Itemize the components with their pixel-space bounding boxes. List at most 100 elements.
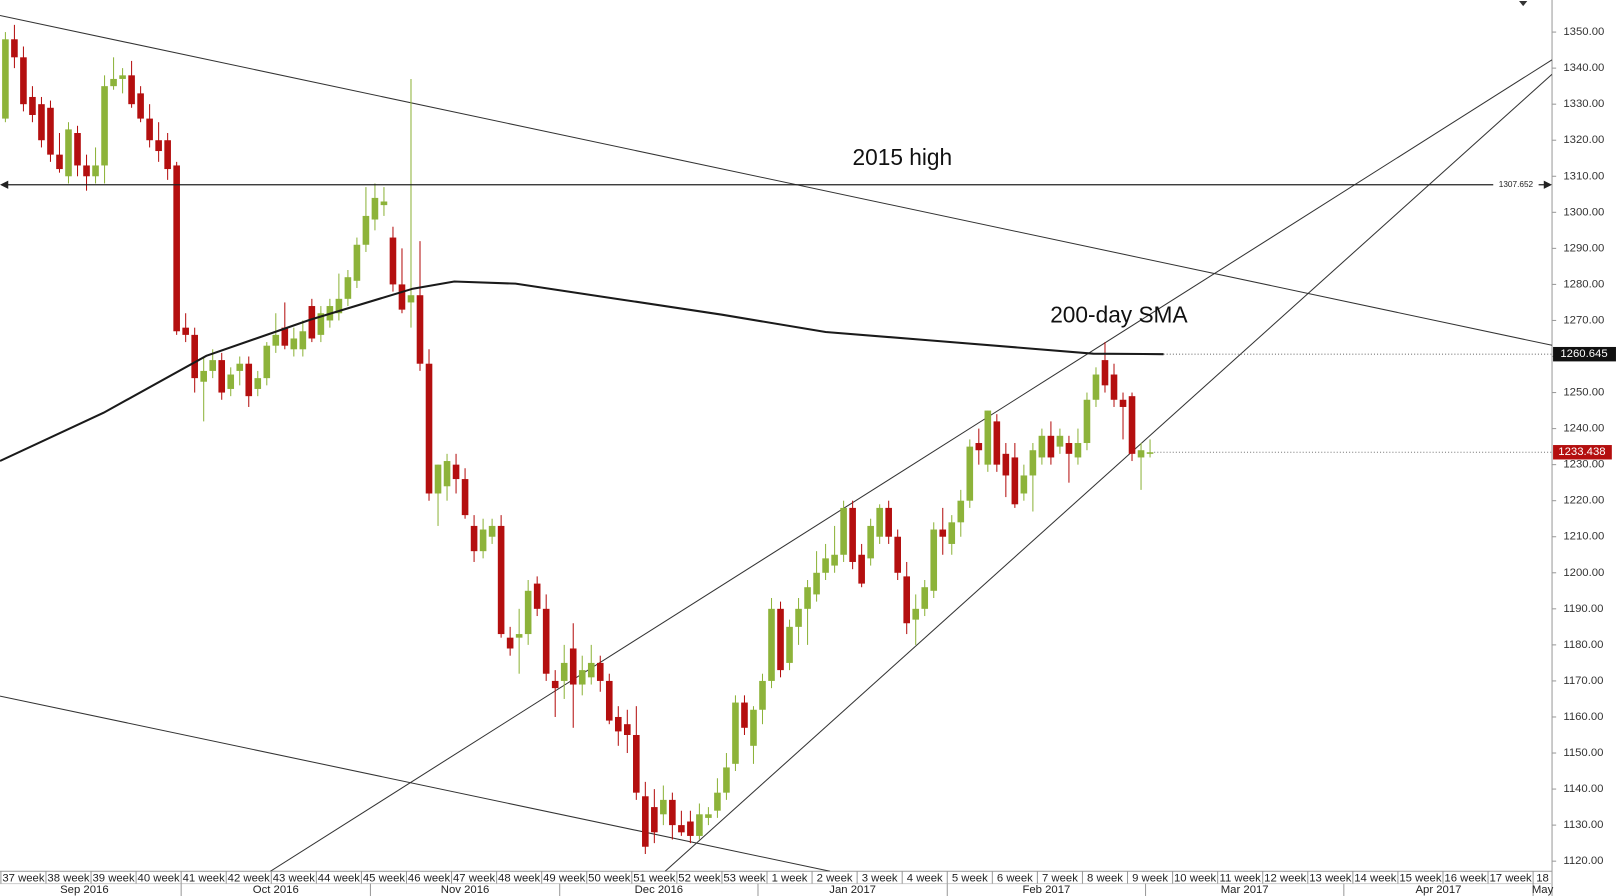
candle-body	[867, 525, 874, 559]
menu-marker	[1519, 1, 1528, 7]
candle-body	[1038, 435, 1046, 458]
x-tick-label: 38 week	[47, 872, 90, 884]
candle-body	[732, 702, 739, 764]
candle-body	[380, 201, 388, 206]
candle-body	[353, 244, 361, 281]
candle-body	[344, 277, 352, 299]
candle-body	[723, 767, 730, 793]
candle-body	[317, 313, 325, 335]
candle-body	[290, 338, 298, 350]
candle-body	[425, 363, 433, 494]
candle-body	[614, 716, 622, 732]
candle-body	[137, 93, 144, 119]
candle-body	[1101, 360, 1109, 386]
level-arrow	[1543, 180, 1553, 189]
candle-body	[335, 298, 343, 314]
candle-body	[56, 154, 63, 170]
candle-body	[777, 608, 784, 671]
candle-body	[669, 799, 676, 826]
candle-body	[479, 529, 487, 552]
candle-body	[191, 334, 198, 379]
candle-body	[65, 129, 72, 177]
candle-body	[678, 825, 685, 833]
candle-body	[2, 39, 9, 119]
candle-body	[1128, 396, 1136, 454]
x-tick-label: 8 week	[1087, 872, 1123, 884]
candle-body	[1119, 399, 1127, 407]
candle-body	[921, 587, 929, 609]
candle-body	[569, 648, 577, 685]
sma-label: 1260.645	[1560, 348, 1607, 360]
annotation: 2015 high	[853, 144, 953, 170]
candle-body	[47, 107, 54, 155]
candle-body	[506, 637, 514, 649]
x-tick-label: 50 week	[588, 872, 631, 884]
close-label: 1233.438	[1558, 446, 1605, 458]
y-tick-label: 1270.00	[1563, 314, 1604, 326]
x-tick-label: 7 week	[1042, 872, 1078, 884]
trend-line	[0, 14, 1553, 346]
candle-body	[20, 57, 27, 105]
candle-body	[551, 680, 559, 689]
candle-body	[696, 814, 703, 836]
candle-body	[1146, 452, 1154, 454]
candle-body	[200, 370, 207, 382]
candle-body	[705, 814, 712, 818]
candle-body	[858, 554, 865, 584]
candle-body	[542, 608, 550, 674]
candle-body	[984, 410, 992, 465]
candle-body	[714, 792, 721, 811]
candle-body	[1011, 457, 1019, 505]
x-tick-label: 10 week	[1174, 872, 1217, 884]
y-tick-label: 1280.00	[1563, 278, 1604, 290]
y-tick-label: 1220.00	[1563, 495, 1604, 507]
x-tick-label: 48 week	[498, 872, 541, 884]
candle-body	[227, 374, 235, 389]
y-tick-label: 1250.00	[1563, 387, 1604, 399]
candle-body	[497, 525, 505, 635]
candle-body	[605, 680, 613, 721]
candle-body	[299, 331, 307, 350]
x-tick-label: 40 week	[138, 872, 181, 884]
candle-body	[795, 608, 802, 627]
y-tick-label: 1140.00	[1563, 783, 1603, 795]
y-tick-label: 1150.00	[1563, 747, 1603, 759]
candle-body	[741, 702, 748, 728]
candle-body	[587, 662, 595, 678]
y-tick-label: 1180.00	[1563, 639, 1603, 651]
candle-body	[119, 75, 126, 79]
candle-body	[110, 78, 117, 87]
y-tick-label: 1290.00	[1563, 242, 1604, 254]
candle-body	[1056, 435, 1064, 447]
candle-body	[768, 608, 775, 681]
candle-body	[182, 327, 189, 335]
candle-body	[173, 165, 180, 332]
x-tick-label: 52 week	[678, 872, 721, 884]
candle-body	[146, 118, 153, 141]
candle-body	[128, 75, 135, 105]
candle-body	[488, 525, 496, 537]
candle-body	[885, 507, 892, 537]
candle-body	[596, 662, 604, 681]
candle-body	[1047, 435, 1055, 458]
candle-body	[524, 590, 532, 635]
candle-body	[560, 662, 568, 681]
candle-body	[578, 670, 586, 685]
x-tick-label: 14 week	[1354, 872, 1397, 884]
candle-body	[849, 507, 856, 562]
y-tick-label: 1340.00	[1563, 62, 1604, 74]
plot-area	[0, 14, 1553, 872]
candle-body	[11, 39, 18, 58]
x-tick-label: 43 week	[273, 872, 316, 884]
candle-body	[83, 165, 90, 177]
y-tick-label: 1190.00	[1563, 603, 1603, 615]
candle-body	[101, 86, 108, 166]
candle-body	[975, 443, 983, 451]
y-tick-label: 1200.00	[1563, 567, 1604, 579]
candle-body	[407, 295, 415, 303]
x-tick-label: 45 week	[363, 872, 406, 884]
month-label: Mar 2017	[1221, 884, 1269, 896]
y-tick-label: 1320.00	[1563, 134, 1604, 146]
x-tick-label: 42 week	[228, 872, 271, 884]
